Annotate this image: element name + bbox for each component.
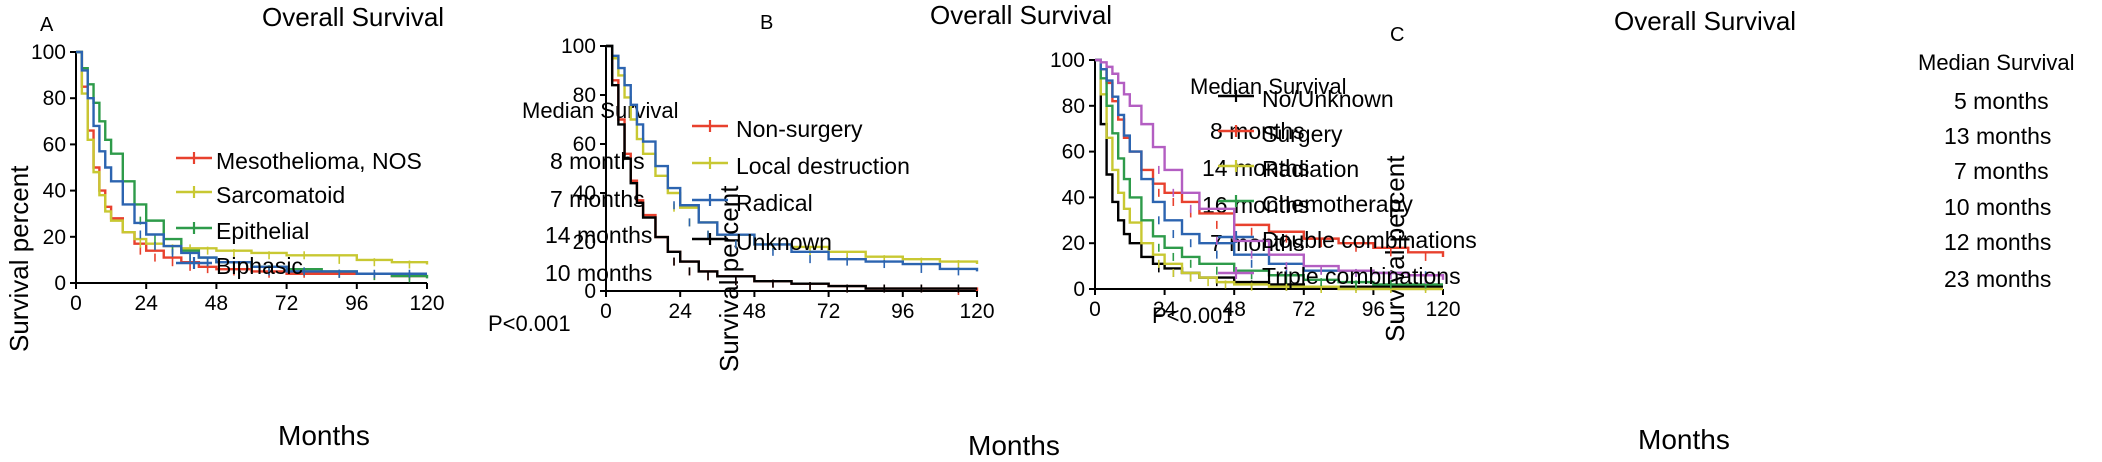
x-tick-label: 0 <box>1089 298 1101 321</box>
y-tick-label: 0 <box>54 272 66 295</box>
p-value: P<0.001 <box>488 311 571 336</box>
median-no-unknown: 5 months <box>1954 88 2049 114</box>
x-tick-label: 0 <box>70 292 82 315</box>
panel-label: A <box>40 14 54 36</box>
median-triple-combinations: 23 months <box>1944 266 2052 292</box>
y-tick-label: 40 <box>573 182 596 205</box>
legend-label-local-destruction: Local destruction <box>736 153 910 179</box>
x-tick-label: 96 <box>1362 298 1385 321</box>
median-epithelial: 14 months <box>545 222 653 248</box>
curve-chemotherapy <box>1095 58 1443 286</box>
x-tick-label: 96 <box>345 292 368 315</box>
chart-title: Overall Survival <box>1614 6 1797 36</box>
legend-label-unknown: Unknown <box>736 229 832 255</box>
curve-radiation <box>1095 58 1443 291</box>
survival-plot-b: 0 20 40 60 80 100 0 24 48 72 96 120 <box>561 35 995 323</box>
x-axis-label: Months <box>968 430 1060 461</box>
curve-radical <box>606 44 979 272</box>
y-tick-label: 0 <box>584 280 596 303</box>
y-tick-label: 20 <box>1062 232 1085 255</box>
x-tick-label: 120 <box>409 292 444 315</box>
x-tick-label: 48 <box>1223 298 1246 321</box>
median-biphasic: 10 months <box>545 260 653 286</box>
legend-label-chemotherapy: Chemotherapy <box>1262 191 1413 217</box>
chart-title: Overall Survival <box>930 0 1113 30</box>
legend-label-double-combinations: Double combinations <box>1262 227 1477 253</box>
legend-label-mesothelioma: Mesothelioma, NOS <box>216 148 422 174</box>
median-radiation: 7 months <box>1954 158 2049 184</box>
x-tick-label: 48 <box>205 292 228 315</box>
y-tick-label: 60 <box>1062 141 1085 164</box>
x-tick-label: 96 <box>891 300 914 323</box>
legend-label-epithelial: Epithelial <box>216 218 310 244</box>
curve-local-destruction <box>606 44 979 265</box>
y-tick-label: 40 <box>1062 186 1085 209</box>
y-tick-label: 60 <box>43 133 66 156</box>
y-tick-label: 100 <box>561 35 596 58</box>
x-tick-label: 72 <box>817 300 840 323</box>
y-tick-label: 100 <box>1050 49 1085 72</box>
median-chemotherapy: 10 months <box>1944 194 2052 220</box>
curve-surgery <box>1095 58 1445 257</box>
median-survival-header: Median Survival <box>522 98 679 123</box>
legend-label-surgery: Surgery <box>1262 121 1343 147</box>
curve-sarcomatoid <box>76 50 429 265</box>
median-mesothelioma: 8 months <box>550 148 645 174</box>
legend-label-sarcomatoid: Sarcomatoid <box>216 182 346 208</box>
median-double-combinations: 12 months <box>1944 229 2052 255</box>
y-tick-label: 60 <box>573 133 596 156</box>
y-tick-label: 0 <box>1073 278 1085 301</box>
legend-label-biphasic: Biphasic <box>216 253 303 279</box>
median-local-destruction: 14 months <box>1202 155 1310 181</box>
x-tick-label: 72 <box>1292 298 1315 321</box>
median-sarcomatoid: 7 months <box>550 186 645 212</box>
x-tick-label: 0 <box>600 300 612 323</box>
y-tick-label: 80 <box>573 84 596 107</box>
x-tick-label: 120 <box>1425 298 1460 321</box>
survival-plot-a: 0 20 40 60 80 100 0 24 48 72 96 120 <box>31 41 445 315</box>
p-value: P<0.001 <box>1152 303 1235 328</box>
median-survival-header: Median Survival <box>1190 74 1347 99</box>
panel-b: B Overall Survival Survival percent Mont… <box>500 0 1347 461</box>
y-tick-label: 100 <box>31 41 66 64</box>
x-tick-label: 48 <box>743 300 766 323</box>
curve-biphasic <box>76 50 427 275</box>
legend-label-triple-combinations: Triple combinations <box>1262 263 1461 289</box>
x-axis-label: Months <box>278 420 370 451</box>
y-tick-label: 80 <box>43 87 66 110</box>
curve-unknown <box>606 44 977 290</box>
curve-triple-combinations <box>1095 58 1445 280</box>
y-tick-label: 20 <box>43 226 66 249</box>
legend-label-no-unknown: No/Unknown <box>1262 86 1394 112</box>
panel-a: A Overall Survival Survival percent Mont… <box>0 0 679 460</box>
x-tick-label: 24 <box>135 292 159 315</box>
chart-title: Overall Survival <box>262 2 445 32</box>
x-tick-label: 120 <box>959 300 994 323</box>
y-tick-label: 20 <box>573 231 596 254</box>
curve-no-unknown <box>1095 58 1443 288</box>
median-survival-header: Median Survival <box>1918 50 2075 75</box>
curve-double-combinations <box>1095 58 1443 277</box>
legend-label-radical: Radical <box>736 190 813 216</box>
legend-label-radiation: Radiation <box>1262 156 1360 182</box>
y-tick-label: 40 <box>43 180 66 203</box>
x-tick-label: 24 <box>669 300 693 323</box>
survival-plot-c: 0 20 40 60 80 100 0 24 48 72 96 120 <box>1050 49 1461 321</box>
x-axis-label: Months <box>1638 424 1730 455</box>
y-tick-label: 80 <box>1062 95 1085 118</box>
panel-label: B <box>760 12 774 34</box>
legend-label-non-surgery: Non-surgery <box>736 116 863 142</box>
median-surgery: 13 months <box>1944 123 2052 149</box>
panel-label: C <box>1390 24 1405 46</box>
panel-c: C Overall Survival Survival percent Mont… <box>1040 0 2075 460</box>
x-tick-label: 72 <box>275 292 298 315</box>
x-tick-label: 24 <box>1153 298 1177 321</box>
